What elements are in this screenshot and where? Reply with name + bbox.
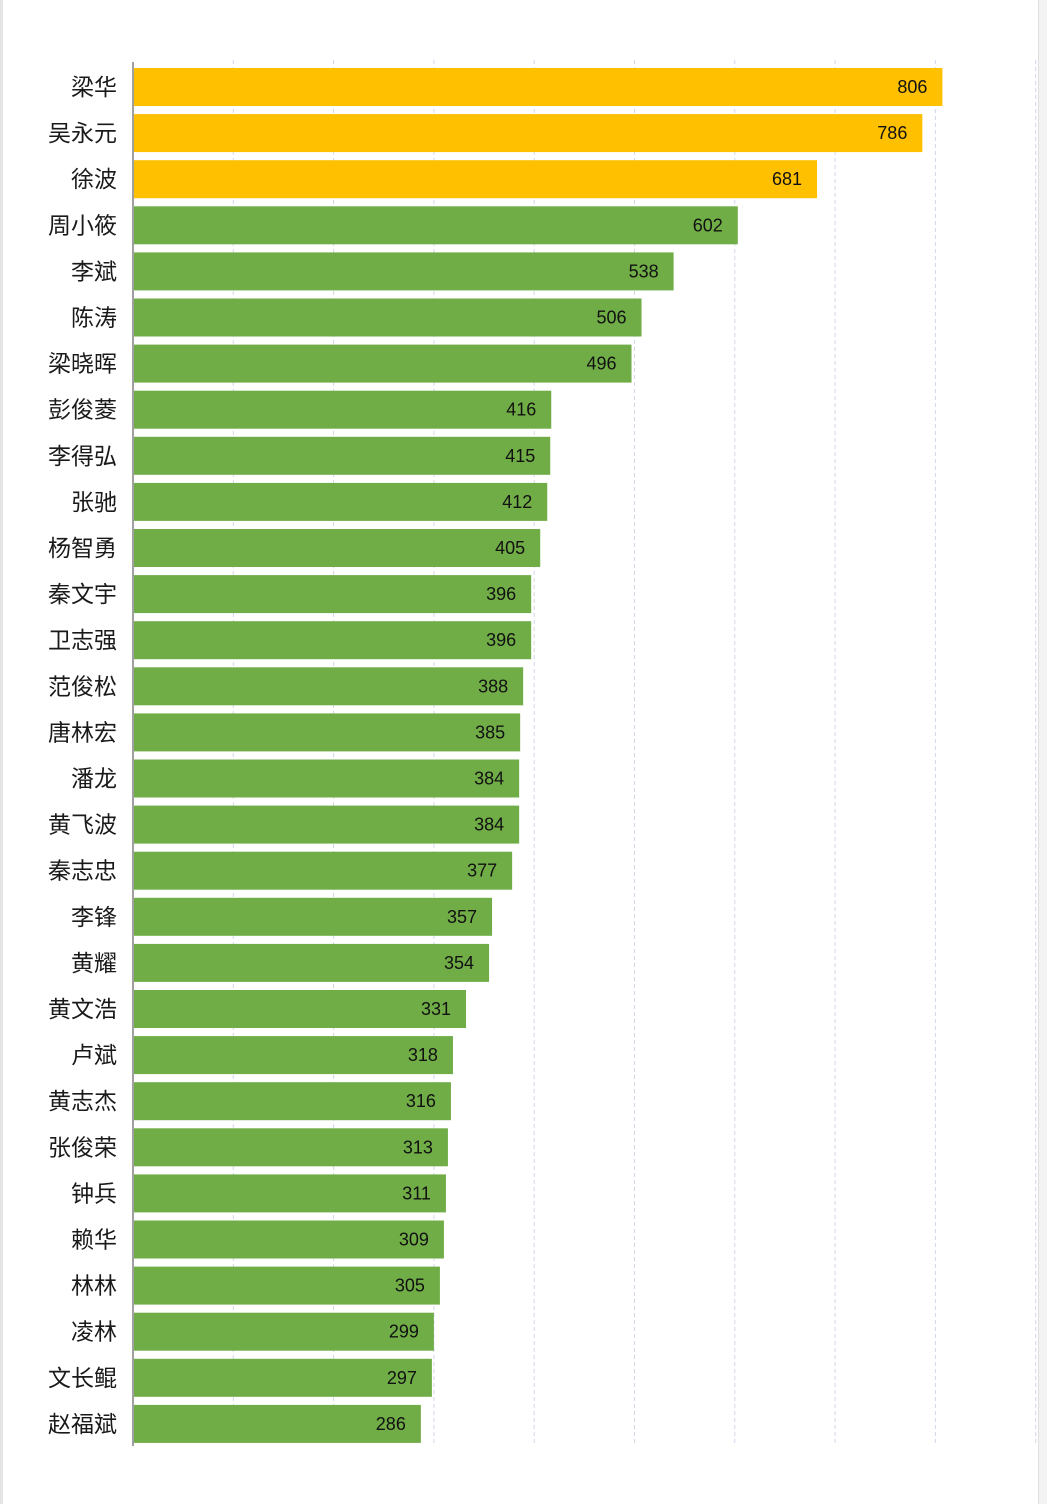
category-label: 文长鲲 (48, 1366, 117, 1392)
category-label: 黄耀 (71, 951, 117, 977)
category-label: 赖华 (71, 1228, 117, 1254)
bar-value-label: 286 (376, 1414, 406, 1434)
category-label: 陈涛 (71, 306, 117, 332)
category-label: 凌林 (71, 1320, 117, 1346)
bar (134, 1266, 440, 1305)
category-label: 李斌 (71, 259, 117, 285)
bar-value-label: 384 (474, 815, 504, 835)
bar (134, 1312, 434, 1351)
page-left-border (0, 0, 3, 1504)
bar (134, 851, 513, 890)
bar (134, 529, 541, 567)
bar (134, 436, 551, 475)
bar (134, 482, 548, 521)
bar (134, 390, 552, 429)
bar-value-label: 602 (693, 215, 723, 235)
labels: 806 梁华 786 吴永元 681 徐波 602 周小筱 538 李斌 506 陈涛 496 梁晓晖 41… (48, 75, 927, 1438)
bar (134, 298, 642, 337)
bar (134, 1220, 444, 1259)
bar-value-label: 313 (403, 1137, 433, 1157)
bar-value-label: 384 (474, 769, 504, 789)
bar-value-label: 377 (467, 861, 497, 881)
category-label: 杨智勇 (48, 536, 117, 562)
bar (134, 713, 521, 752)
category-label: 梁晓晖 (48, 352, 117, 378)
bar (134, 206, 738, 245)
bar-value-label: 388 (478, 676, 508, 696)
bar-value-label: 786 (877, 123, 907, 143)
bar-value-label: 357 (447, 907, 477, 927)
bar-value-label: 405 (495, 538, 525, 558)
bar (134, 621, 532, 660)
bars (134, 68, 943, 1443)
bar (134, 1404, 421, 1443)
bar (134, 897, 493, 936)
bar-value-label: 331 (421, 999, 451, 1019)
bar-value-label: 396 (486, 630, 516, 650)
category-label: 黄文浩 (48, 997, 117, 1023)
category-label: 李锋 (71, 905, 117, 931)
bar (134, 68, 943, 106)
category-label: 卫志强 (48, 628, 117, 654)
category-label: 周小筱 (48, 213, 117, 239)
category-label: 唐林宏 (48, 720, 117, 746)
category-label: 徐波 (71, 167, 117, 193)
page-right-scrollbar (1038, 0, 1047, 1504)
bar (134, 252, 674, 291)
bar-value-label: 354 (444, 953, 474, 973)
category-label: 张俊荣 (48, 1135, 117, 1161)
category-label: 卢斌 (71, 1043, 117, 1069)
bar (134, 990, 466, 1028)
category-label: 李得弘 (48, 444, 117, 470)
bar-value-label: 538 (629, 261, 659, 281)
bar-value-label: 681 (772, 169, 802, 189)
bar (134, 943, 490, 982)
bar (134, 805, 520, 844)
bar-value-label: 806 (897, 77, 927, 97)
bar (134, 1174, 446, 1213)
bar-value-label: 297 (387, 1368, 417, 1388)
bar (134, 160, 818, 199)
bar-value-label: 385 (475, 722, 505, 742)
bar (134, 1036, 453, 1075)
bar (134, 114, 923, 153)
category-label: 范俊松 (48, 674, 117, 700)
bar-value-label: 305 (395, 1276, 425, 1296)
bar (134, 759, 520, 798)
bar-value-label: 299 (389, 1322, 419, 1342)
bar-value-label: 396 (486, 584, 516, 604)
category-label: 彭俊菱 (48, 398, 117, 424)
category-label: 张驰 (71, 490, 117, 516)
bar (134, 1082, 451, 1121)
category-label: 梁华 (71, 75, 117, 101)
category-label: 赵福斌 (48, 1412, 117, 1438)
bar-value-label: 506 (596, 308, 626, 328)
category-label: 黄志杰 (48, 1089, 117, 1115)
bar-value-label: 316 (406, 1091, 436, 1111)
category-label: 吴永元 (48, 121, 117, 147)
bar (134, 575, 532, 614)
bar-value-label: 311 (402, 1183, 431, 1203)
category-label: 钟兵 (71, 1181, 117, 1207)
bar-value-label: 318 (408, 1045, 438, 1065)
category-label: 黄飞波 (48, 813, 117, 839)
gridlines (232, 60, 1037, 1446)
category-label: 秦文宇 (48, 582, 117, 608)
bar-value-label: 416 (506, 400, 536, 420)
bar-value-label: 412 (502, 492, 532, 512)
bar (134, 1358, 432, 1397)
bar-value-label: 309 (399, 1230, 429, 1250)
category-label: 潘龙 (71, 767, 117, 793)
bar (134, 667, 524, 706)
bar-value-label: 415 (505, 446, 535, 466)
category-label: 秦志忠 (48, 859, 117, 885)
bar (134, 344, 632, 383)
bar-value-label: 496 (586, 354, 616, 374)
category-label: 林林 (71, 1274, 117, 1300)
bar (134, 1128, 448, 1167)
